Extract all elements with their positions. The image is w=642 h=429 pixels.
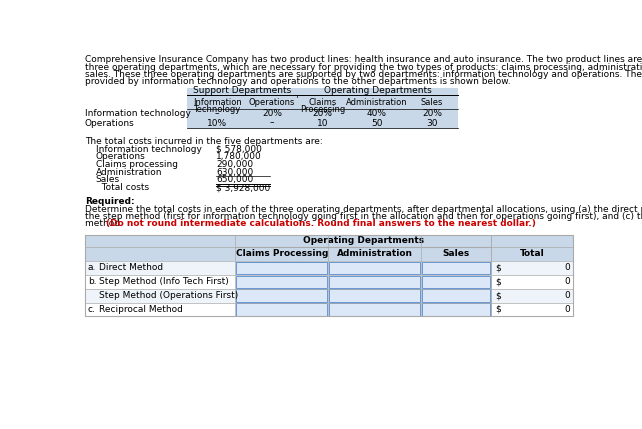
Bar <box>85 275 573 289</box>
Text: Claims processing: Claims processing <box>96 160 178 169</box>
Text: the step method (first for information technology going first in the allocation : the step method (first for information t… <box>85 211 642 221</box>
Text: $: $ <box>496 305 501 314</box>
Text: b.: b. <box>88 277 97 286</box>
Text: 0: 0 <box>564 291 570 300</box>
Text: Sales: Sales <box>96 175 120 184</box>
Bar <box>85 235 573 247</box>
Text: Step Method (Operations First): Step Method (Operations First) <box>99 291 238 300</box>
Text: –: – <box>270 118 274 127</box>
Text: c.: c. <box>88 305 96 314</box>
Bar <box>236 303 327 316</box>
Text: Sales: Sales <box>421 98 443 107</box>
Text: Sales: Sales <box>442 250 470 259</box>
Text: 10: 10 <box>317 118 328 127</box>
Text: $ 3,928,000: $ 3,928,000 <box>216 183 270 192</box>
Bar <box>85 235 573 316</box>
Bar <box>422 275 490 288</box>
Text: $: $ <box>496 263 501 272</box>
Text: (Do not round intermediate calculations. Round final answers to the nearest doll: (Do not round intermediate calculations.… <box>106 218 535 227</box>
Bar <box>422 262 490 274</box>
Text: 0: 0 <box>564 305 570 314</box>
Text: 0: 0 <box>564 277 570 286</box>
Text: Reciprocal Method: Reciprocal Method <box>99 305 183 314</box>
Bar <box>422 290 490 302</box>
Text: three operating departments, which are necessary for providing the two types of : three operating departments, which are n… <box>85 63 642 72</box>
Text: 20%: 20% <box>422 109 442 118</box>
Text: 20%: 20% <box>313 109 333 118</box>
Bar <box>85 289 573 302</box>
Text: 290,000: 290,000 <box>216 160 253 169</box>
Text: Determine the total costs in each of the three operating departments, after depa: Determine the total costs in each of the… <box>85 205 642 214</box>
Text: Operations: Operations <box>96 152 146 161</box>
Text: provided by information technology and operations to the other departments is sh: provided by information technology and o… <box>85 77 510 86</box>
Text: Administration: Administration <box>337 250 413 259</box>
Text: –: – <box>215 109 220 118</box>
Text: sales. These three operating departments are supported by two departments: infor: sales. These three operating departments… <box>85 70 642 79</box>
Bar <box>85 302 573 316</box>
Text: Administration: Administration <box>346 98 408 107</box>
Text: Operating Departments: Operating Departments <box>324 86 431 95</box>
Text: Required:: Required: <box>85 197 135 206</box>
Text: The total costs incurred in the five departments are:: The total costs incurred in the five dep… <box>85 137 323 146</box>
Bar <box>187 88 458 129</box>
Text: Operating Departments: Operating Departments <box>302 236 424 245</box>
Text: 30: 30 <box>426 118 438 127</box>
Text: Step Method (Info Tech First): Step Method (Info Tech First) <box>99 277 229 286</box>
Text: Claims Processing: Claims Processing <box>236 250 328 259</box>
Bar <box>329 275 421 288</box>
Text: Administration: Administration <box>96 168 162 177</box>
Text: 20%: 20% <box>262 109 282 118</box>
Text: Comprehensive Insurance Company has two product lines: health insurance and auto: Comprehensive Insurance Company has two … <box>85 55 642 64</box>
Text: $: $ <box>496 277 501 286</box>
Bar <box>329 303 421 316</box>
Bar <box>329 290 421 302</box>
Text: $: $ <box>496 291 501 300</box>
Bar <box>329 262 421 274</box>
Text: 630,000: 630,000 <box>216 168 253 177</box>
Text: Information technology: Information technology <box>96 145 202 154</box>
Text: Total: Total <box>520 250 544 259</box>
Text: 50: 50 <box>371 118 383 127</box>
Text: 650,000: 650,000 <box>216 175 253 184</box>
Bar <box>85 247 573 261</box>
Text: 40%: 40% <box>367 109 386 118</box>
Text: Information technology: Information technology <box>85 109 191 118</box>
Text: Claims: Claims <box>308 98 336 107</box>
Text: Processing: Processing <box>300 105 345 114</box>
Bar <box>236 275 327 288</box>
Text: Operations: Operations <box>249 98 295 107</box>
Text: Direct Method: Direct Method <box>99 263 163 272</box>
Text: $ 578,000: $ 578,000 <box>216 145 262 154</box>
Bar <box>422 303 490 316</box>
Text: Operations: Operations <box>85 118 135 127</box>
Bar <box>236 290 327 302</box>
Text: Technology: Technology <box>193 105 241 114</box>
Text: method.: method. <box>85 218 126 227</box>
Text: Information: Information <box>193 98 241 107</box>
Text: Support Departments: Support Departments <box>193 86 291 95</box>
Text: Total costs: Total costs <box>96 183 149 192</box>
Text: 0: 0 <box>564 263 570 272</box>
Bar <box>85 261 573 275</box>
Text: a.: a. <box>88 263 96 272</box>
Text: 1,780,000: 1,780,000 <box>216 152 262 161</box>
Bar <box>236 262 327 274</box>
Text: 10%: 10% <box>207 118 227 127</box>
